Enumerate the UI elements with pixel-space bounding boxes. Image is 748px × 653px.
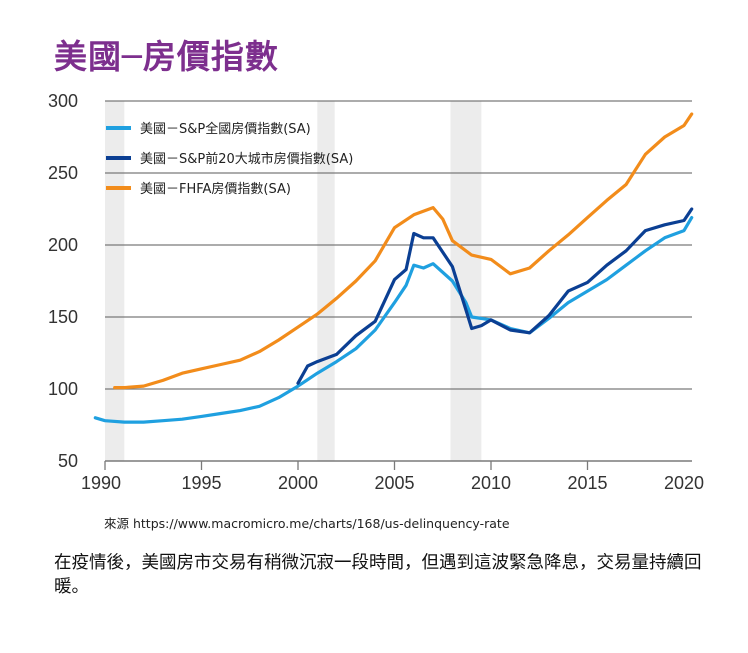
house-price-chart: 50 100 150 200 250 300 1990 1995 2000 2005 2010 201… bbox=[48, 91, 704, 493]
x-tick-label: 2000 bbox=[278, 473, 318, 493]
page-title: 美國─房價指數 bbox=[54, 37, 279, 76]
x-tick-label: 1990 bbox=[81, 473, 121, 493]
x-tick-label: 2020 bbox=[664, 473, 704, 493]
x-tick-label: 2005 bbox=[374, 473, 414, 493]
caption-text: 在疫情後，美國房市交易有稍微沉寂一段時間，但遇到這波緊急降息，交易量持續回暖。 bbox=[54, 553, 702, 597]
recession-band bbox=[450, 101, 482, 461]
y-tick-label: 150 bbox=[48, 307, 78, 327]
source-text: 來源 https://www.macromicro.me/charts/168/… bbox=[104, 516, 510, 531]
y-tick-label: 50 bbox=[58, 451, 78, 471]
series-line-3 bbox=[113, 112, 694, 390]
series-line-2 bbox=[296, 207, 694, 385]
legend-label: 美國－S&P前20大城市房價指數(SA) bbox=[140, 151, 353, 167]
x-tick-label: 1995 bbox=[181, 473, 221, 493]
y-tick-label: 200 bbox=[48, 235, 78, 255]
x-tick-label: 2015 bbox=[567, 473, 607, 493]
legend-label: 美國－S&P全國房價指數(SA) bbox=[140, 121, 311, 137]
y-tick-label: 100 bbox=[48, 379, 78, 399]
y-tick-label: 300 bbox=[48, 91, 78, 111]
legend-label: 美國－FHFA房價指數(SA) bbox=[140, 181, 291, 197]
y-tick-label: 250 bbox=[48, 163, 78, 183]
series-line-1 bbox=[93, 216, 694, 424]
recession-band bbox=[105, 101, 125, 461]
x-tick-label: 2010 bbox=[471, 473, 511, 493]
